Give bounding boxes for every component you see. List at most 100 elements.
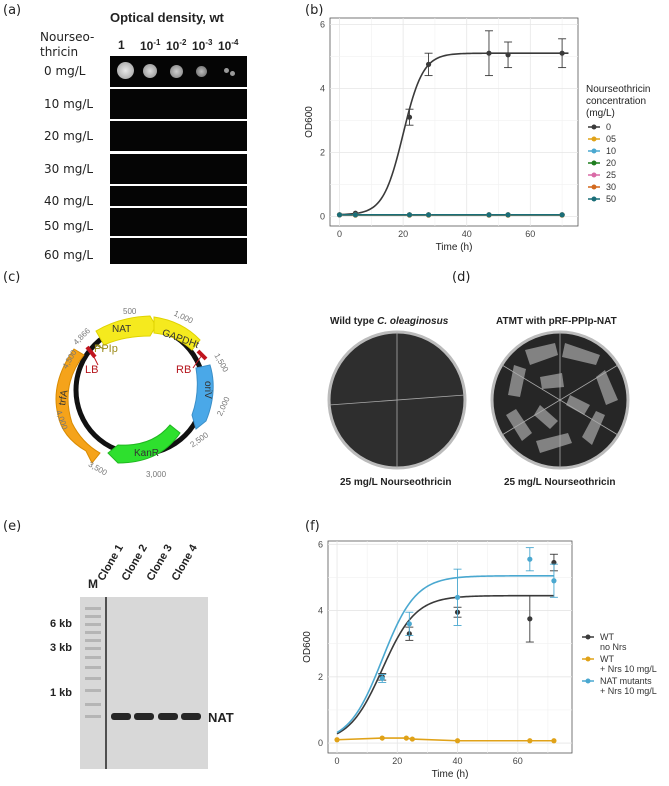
data-point-wt xyxy=(527,738,533,744)
ladder-bands xyxy=(85,607,101,718)
x-tick-label: 60 xyxy=(525,229,535,239)
data-point-wt xyxy=(551,738,557,744)
y-axis-label: OD600 xyxy=(304,106,315,138)
feature-label-nat: NAT xyxy=(112,324,131,335)
data-point-0 xyxy=(486,50,492,56)
nat-band xyxy=(111,713,131,720)
yeast-spot xyxy=(117,62,134,79)
gel-background xyxy=(80,597,208,769)
dilution-base: 1 xyxy=(118,38,125,52)
yeast-spot xyxy=(170,65,183,78)
species-name: C. oleaginosus xyxy=(377,316,449,327)
legend-entry: no Nrs xyxy=(600,642,627,652)
size-label: 3 kb xyxy=(50,642,73,654)
colony-streak xyxy=(540,373,564,389)
y-tick-label: 0 xyxy=(320,211,325,221)
agar-plates xyxy=(327,330,630,470)
legend-title: Nourseothricin xyxy=(586,84,650,95)
legend-entry: + Nrs 10 mg/L xyxy=(600,686,657,696)
panel-label-f: (f) xyxy=(305,519,320,534)
concentration-row-label: 20 mg/L xyxy=(44,129,94,143)
panel-label-d: (d) xyxy=(452,270,471,285)
legend-title: (mg/L) xyxy=(586,108,615,119)
ladder-band xyxy=(85,677,101,680)
x-tick-label: 20 xyxy=(398,229,408,239)
dilution-label: 1 xyxy=(118,38,125,52)
nat-band xyxy=(158,713,178,720)
dilution-exponent: -1 xyxy=(153,38,161,47)
ladder-band xyxy=(85,607,101,610)
ladder-band xyxy=(85,647,101,650)
x-tick-label: 0 xyxy=(335,756,340,766)
legend-key-point xyxy=(585,678,591,684)
data-point-nat-mutants xyxy=(379,675,385,682)
panel-f: (f) 0 20 40 60 0 2 4 6 Time (h) OD600 WT no Nrs WT + … xyxy=(300,515,669,786)
panel-c: (c) NAT GAPDHt oriV KanR trfA PPIp LB RB… xyxy=(0,265,300,510)
legend-entry: 30 xyxy=(606,182,616,192)
data-point-wt xyxy=(334,737,340,743)
concentration-row-label: 40 mg/L xyxy=(44,194,94,208)
panel-label-b: (b) xyxy=(305,3,324,18)
data-point-50 xyxy=(505,212,511,218)
legend-entry: + Nrs 10 mg/L xyxy=(600,664,657,674)
panel-e: (e) M Clone 1 Clone 2 Clone 3 Clone 4 6 … xyxy=(0,515,300,786)
spot-assay-header: Optical density, wt xyxy=(110,10,224,25)
feature-kanr-arrow xyxy=(107,424,181,464)
legend-key-point xyxy=(591,136,597,142)
feature-nat-arrow xyxy=(95,315,157,346)
bp-tick-label: 500 xyxy=(123,307,137,316)
feature-label-oriv: oriV xyxy=(202,381,213,399)
plot-area xyxy=(329,17,579,227)
legend-key-point xyxy=(585,634,591,640)
bp-tick-label: 1,500 xyxy=(212,352,230,374)
band-label: NAT xyxy=(208,710,234,725)
series-line-wt xyxy=(336,594,554,735)
series-line-nat-mutants xyxy=(336,574,554,734)
spot-plate-row xyxy=(110,186,247,206)
panel-d: (d) Wild type C. oleaginosus ATMT with p… xyxy=(300,265,669,510)
y-axis-label: OD600 xyxy=(302,631,313,663)
colony-streak xyxy=(525,343,558,365)
colony-streak xyxy=(566,395,590,415)
data-point-0 xyxy=(559,50,565,56)
panel-label-e: (e) xyxy=(3,519,22,534)
x-tick-label: 40 xyxy=(453,756,463,766)
x-tick-label: 60 xyxy=(513,756,523,766)
spot-plate-row xyxy=(110,238,247,264)
dilution-label: 10-3 xyxy=(192,38,212,53)
legend-entry: NAT mutants xyxy=(600,676,652,686)
dilution-base: 10 xyxy=(218,39,232,53)
data-point-nat-mutants xyxy=(551,578,557,584)
data-point-50 xyxy=(336,212,343,218)
colony-streak xyxy=(562,343,600,365)
dilution-label: 10-1 xyxy=(140,38,160,53)
concentration-row-label: 0 mg/L xyxy=(44,64,86,78)
sample-bands xyxy=(111,713,201,720)
x-tick-label: 40 xyxy=(462,229,472,239)
plate-divider xyxy=(328,394,466,406)
spot-plate-row xyxy=(110,208,247,236)
plate-divider xyxy=(501,364,619,436)
feature-trfa-arrow xyxy=(55,348,101,464)
bp-tick-label: 3,000 xyxy=(146,470,167,479)
legend-entry: 05 xyxy=(606,134,616,144)
data-point-50 xyxy=(352,212,359,218)
legend-key-point xyxy=(591,172,597,178)
ladder-band xyxy=(85,666,101,669)
rb-pointer xyxy=(192,354,203,369)
y-tick-label: 2 xyxy=(318,672,323,682)
yeast-spot xyxy=(230,71,235,76)
y-tick-label: 4 xyxy=(320,83,325,93)
lb-pointer xyxy=(90,350,99,366)
feature-gapdht-arrow xyxy=(153,316,201,351)
colony-streak xyxy=(534,405,558,429)
panel-a: (a) Optical density, wt Nourseo- thricin… xyxy=(0,0,300,270)
data-point-50 xyxy=(559,212,565,218)
series-line-0 xyxy=(339,52,569,216)
legend-entry: WT xyxy=(600,654,614,664)
agarose-gel xyxy=(80,597,208,769)
dilution-base: 10 xyxy=(192,39,206,53)
bp-tick-label: 3,500 xyxy=(87,460,109,478)
spot-plate-row xyxy=(110,89,247,119)
row-header: Nourseo- thricin xyxy=(40,30,95,59)
